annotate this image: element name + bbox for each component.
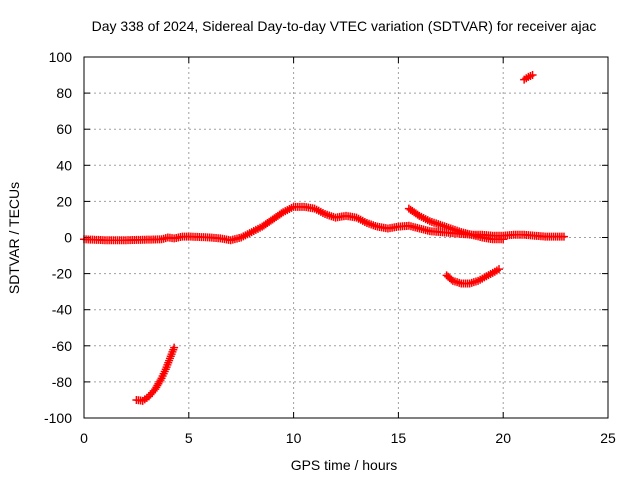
- chart-title: Day 338 of 2024, Sidereal Day-to-day VTE…: [92, 18, 597, 34]
- x-tick-label: 5: [185, 430, 193, 446]
- y-tick-label: -60: [52, 338, 72, 354]
- data-point-interp: [156, 376, 165, 385]
- x-axis-label: GPS time / hours: [291, 457, 398, 473]
- x-tick-label: 15: [391, 430, 407, 446]
- y-tick-label: -40: [52, 302, 72, 318]
- tick-layer: -100 -80 -60 -40 -20 0 20 40 60 80 100 0 5 10 15 20 25: [44, 49, 616, 446]
- data-point: [499, 235, 508, 244]
- series-lower-arc: [442, 265, 504, 288]
- y-axis-label: SDTVAR / TECUs: [6, 182, 22, 294]
- x-tick-label: 25: [600, 430, 616, 446]
- data-point: [495, 265, 504, 274]
- series-outlier: [520, 71, 537, 84]
- y-tick-label: 0: [64, 230, 72, 246]
- y-tick-label: 20: [56, 193, 72, 209]
- y-tick-label: 80: [56, 85, 72, 101]
- y-tick-label: 100: [49, 49, 73, 65]
- x-tick-label: 20: [495, 430, 511, 446]
- y-tick-label: -100: [44, 410, 72, 426]
- y-tick-label: 40: [56, 157, 72, 173]
- x-tick-label: 10: [286, 430, 302, 446]
- y-tick-label: -20: [52, 266, 72, 282]
- y-tick-label: -80: [52, 374, 72, 390]
- series-upper-branch: [404, 204, 508, 244]
- series-deep-arc: [132, 343, 179, 405]
- data-points-layer: [80, 71, 568, 405]
- plot-frame: [83, 56, 609, 419]
- data-point: [170, 343, 179, 352]
- data-point: [559, 232, 568, 241]
- y-tick-label: 60: [56, 121, 72, 137]
- x-tick-label: 0: [80, 430, 88, 446]
- data-point: [528, 71, 537, 80]
